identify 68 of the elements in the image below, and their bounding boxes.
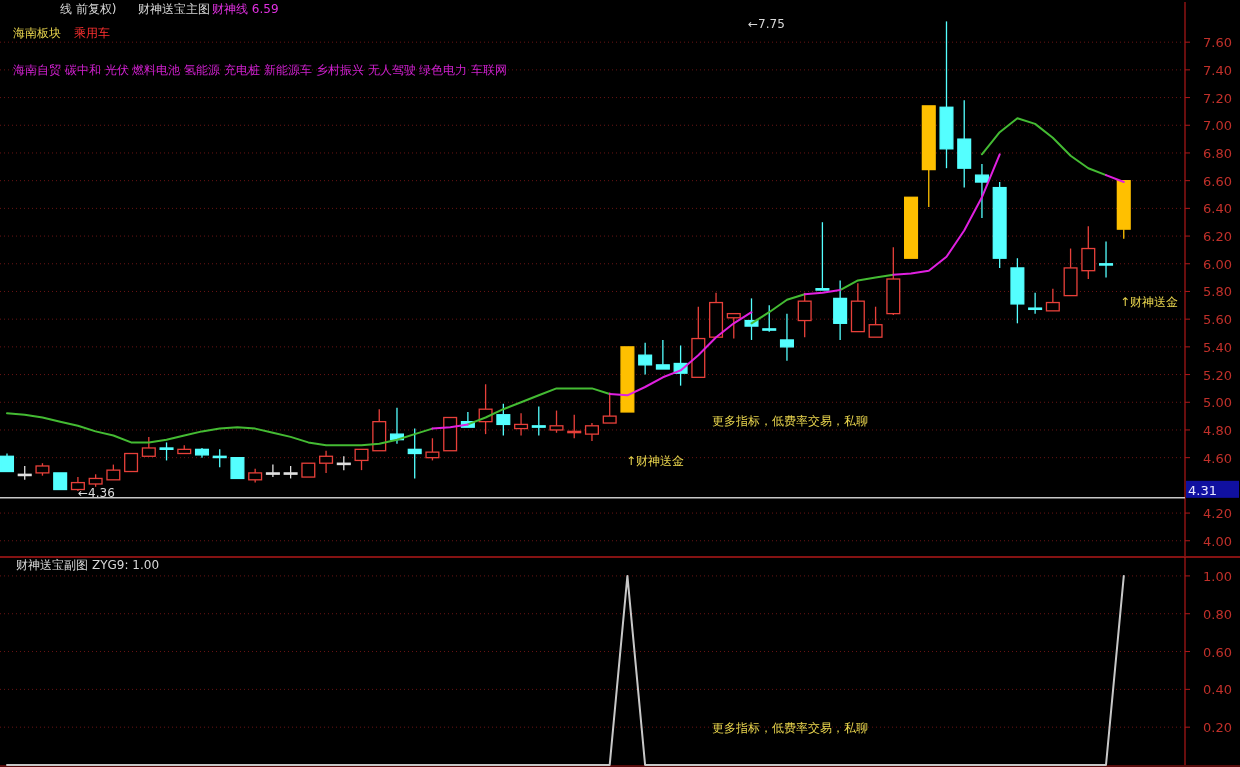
y-tick-label: 6.20 (1203, 229, 1232, 245)
candlestick (1063, 247, 1078, 297)
candlestick (850, 282, 865, 333)
candlestick (833, 279, 848, 341)
y-tick-label: 0.60 (1203, 644, 1232, 660)
candlestick (53, 472, 68, 491)
ref-line-label: 4.31 (1188, 482, 1217, 498)
candlestick (779, 312, 794, 362)
y-tick-label: 5.80 (1203, 284, 1232, 300)
candlestick (301, 462, 316, 478)
y-tick-label: 5.20 (1203, 367, 1232, 383)
annotation: 乘用车 (74, 26, 110, 40)
candlestick (655, 339, 670, 370)
y-tick-label: 4.60 (1203, 450, 1232, 466)
candlestick (957, 99, 972, 189)
candlestick (726, 312, 741, 340)
candlestick (407, 427, 422, 480)
y-tick-label: 5.40 (1203, 339, 1232, 355)
chart-title: 财神送宝主图 (138, 2, 210, 16)
annotation: 更多指标，低费率交易，私聊 (712, 721, 868, 735)
y-tick-label: 0.20 (1203, 720, 1232, 736)
annotation: 线 前复权) (60, 2, 117, 16)
y-tick-label: 0.40 (1203, 682, 1232, 698)
candlestick (974, 163, 989, 219)
candlestick (124, 452, 139, 473)
y-tick-label: 6.40 (1203, 201, 1232, 217)
candlestick (319, 450, 334, 474)
candlestick (904, 196, 919, 259)
annotation: ←7.75 (748, 17, 785, 31)
y-tick-label: 7.20 (1203, 90, 1232, 106)
annotation: 更多指标，低费率交易，私聊 (712, 414, 868, 428)
candlestick (443, 416, 458, 452)
candlestick (194, 448, 210, 459)
candlestick (0, 452, 15, 473)
candlestick (815, 221, 830, 291)
y-tick-label: 4.00 (1203, 533, 1232, 549)
candlestick (638, 342, 653, 376)
annotation: 海南板块 (13, 26, 61, 40)
candlestick (939, 20, 954, 169)
y-tick-label: 0.80 (1203, 606, 1232, 622)
y-tick-label: 4.80 (1203, 422, 1232, 438)
candlestick (230, 457, 245, 480)
annotation: ↑财神送金 (1120, 295, 1179, 309)
candlestick (584, 422, 599, 442)
candlestick (921, 105, 936, 208)
y-tick-label: 7.60 (1203, 35, 1232, 51)
candlestick (620, 346, 635, 413)
candlestick (691, 306, 706, 378)
y-tick-label: 1.00 (1203, 568, 1232, 584)
y-tick-label: 6.80 (1203, 145, 1232, 161)
candlestick (868, 306, 883, 338)
y-tick-label: 6.00 (1203, 256, 1232, 272)
annotation: 财神线 6.59 (212, 2, 279, 16)
y-tick-label: 7.00 (1203, 118, 1232, 134)
y-tick-label: 4.20 (1203, 506, 1232, 522)
candlestick (1099, 240, 1114, 279)
candlestick (709, 292, 724, 338)
candlestick (514, 412, 529, 437)
annotation: 海南自贸 碳中和 光伏 燃料电池 氢能源 充电桩 新能源车 乡村振兴 无人驾驶 绿色电力 车联网 (13, 63, 508, 77)
annotation: ZYG9: 1.00 (92, 558, 160, 572)
candlestick (1028, 292, 1043, 315)
y-tick-label: 7.40 (1203, 62, 1232, 78)
annotation: ←4.36 (78, 486, 115, 500)
y-tick-label: 6.60 (1203, 173, 1232, 189)
chart-title: 财神送宝副图 (16, 558, 88, 572)
y-tick-label: 5.00 (1203, 395, 1232, 411)
annotation: ↑财神送金 (626, 454, 685, 468)
y-tick-label: 5.60 (1203, 312, 1232, 328)
